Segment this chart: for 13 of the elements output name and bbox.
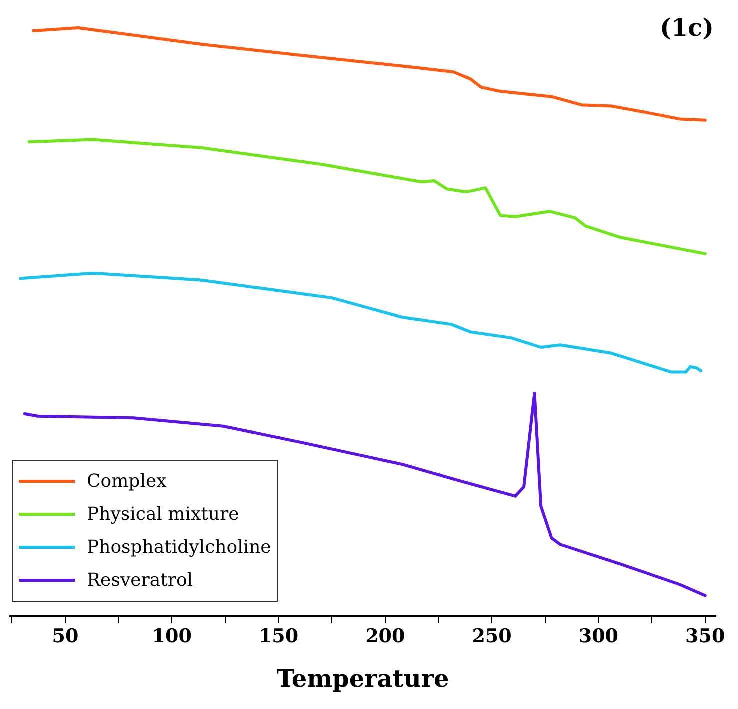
legend-label: Phosphatidylcholine	[87, 537, 272, 558]
legend-label: Physical mixture	[87, 504, 240, 526]
x-tick-label: 350	[686, 626, 726, 648]
x-tick-label: 50	[52, 626, 79, 648]
x-tick-label: 100	[152, 626, 192, 648]
legend-label: Complex	[87, 471, 167, 492]
x-tick-label: 250	[472, 626, 512, 648]
x-tick-label: 300	[578, 626, 619, 648]
x-axis-title: Temperature	[276, 664, 450, 693]
x-tick-label: 200	[366, 626, 406, 648]
legend-label: Resveratrol	[87, 570, 194, 592]
x-tick-label: 150	[258, 626, 299, 648]
chart-title: (1c)	[660, 13, 714, 42]
